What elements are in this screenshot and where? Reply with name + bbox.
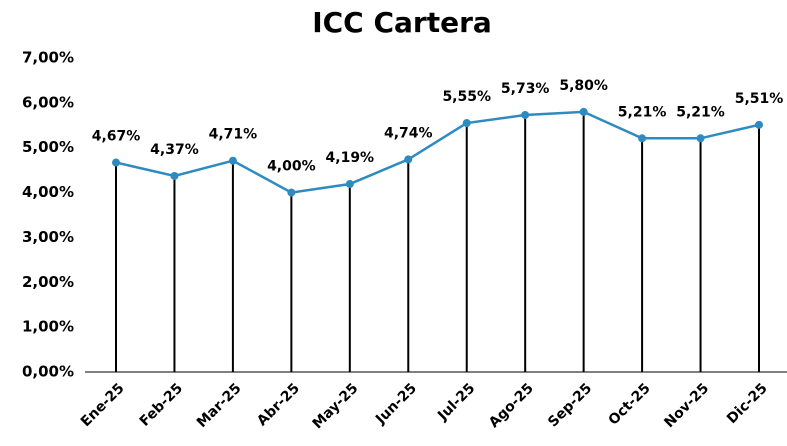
chart-title: ICC Cartera <box>312 6 492 39</box>
x-tick-label: Sep-25 <box>545 380 595 430</box>
value-label: 5,80% <box>559 78 608 94</box>
data-point <box>404 155 413 164</box>
data-point <box>521 110 530 119</box>
data-point <box>755 120 763 129</box>
value-label: 5,51% <box>735 91 784 107</box>
x-tick-label: Jul-25 <box>434 380 478 424</box>
x-tick-label: May-25 <box>310 380 362 432</box>
value-label: 4,67% <box>92 129 141 145</box>
data-point <box>579 107 588 116</box>
value-label: 5,55% <box>442 89 491 105</box>
value-label: 4,71% <box>209 127 258 143</box>
data-point <box>696 134 705 143</box>
y-tick-label: 3,00% <box>22 228 74 246</box>
x-tick-label: Dic-25 <box>724 380 771 427</box>
y-tick-label: 6,00% <box>22 93 74 111</box>
y-tick-label: 1,00% <box>22 318 74 336</box>
x-tick-label: Oct-25 <box>606 380 654 428</box>
x-tick-label: Nov-25 <box>661 380 712 431</box>
x-tick-label: Ene-25 <box>78 380 128 430</box>
value-label: 4,37% <box>150 142 199 158</box>
x-tick-label: Mar-25 <box>194 380 245 431</box>
x-tick-label: Feb-25 <box>137 380 186 429</box>
value-label: 4,00% <box>267 159 316 175</box>
y-tick-label: 0,00% <box>22 363 74 381</box>
data-point <box>170 171 179 180</box>
value-label: 5,73% <box>501 81 550 97</box>
value-label: 4,19% <box>326 150 375 166</box>
value-label: 5,21% <box>618 104 667 120</box>
data-point <box>112 158 120 167</box>
y-tick-label: 7,00% <box>22 49 74 67</box>
value-label: 4,74% <box>384 125 433 141</box>
value-label: 5,21% <box>676 104 725 120</box>
data-point <box>462 119 471 128</box>
series-line <box>115 110 760 194</box>
x-tick-label: Abr-25 <box>254 380 303 429</box>
y-tick-label: 5,00% <box>22 138 74 156</box>
data-point <box>228 156 237 165</box>
y-tick-label: 2,00% <box>22 273 74 291</box>
x-tick-label: Ago-25 <box>486 380 537 431</box>
x-tick-label: Jun-25 <box>372 380 420 428</box>
data-point <box>638 134 647 143</box>
data-point <box>287 188 296 197</box>
data-point <box>345 180 354 189</box>
y-tick-label: 4,00% <box>22 183 74 201</box>
